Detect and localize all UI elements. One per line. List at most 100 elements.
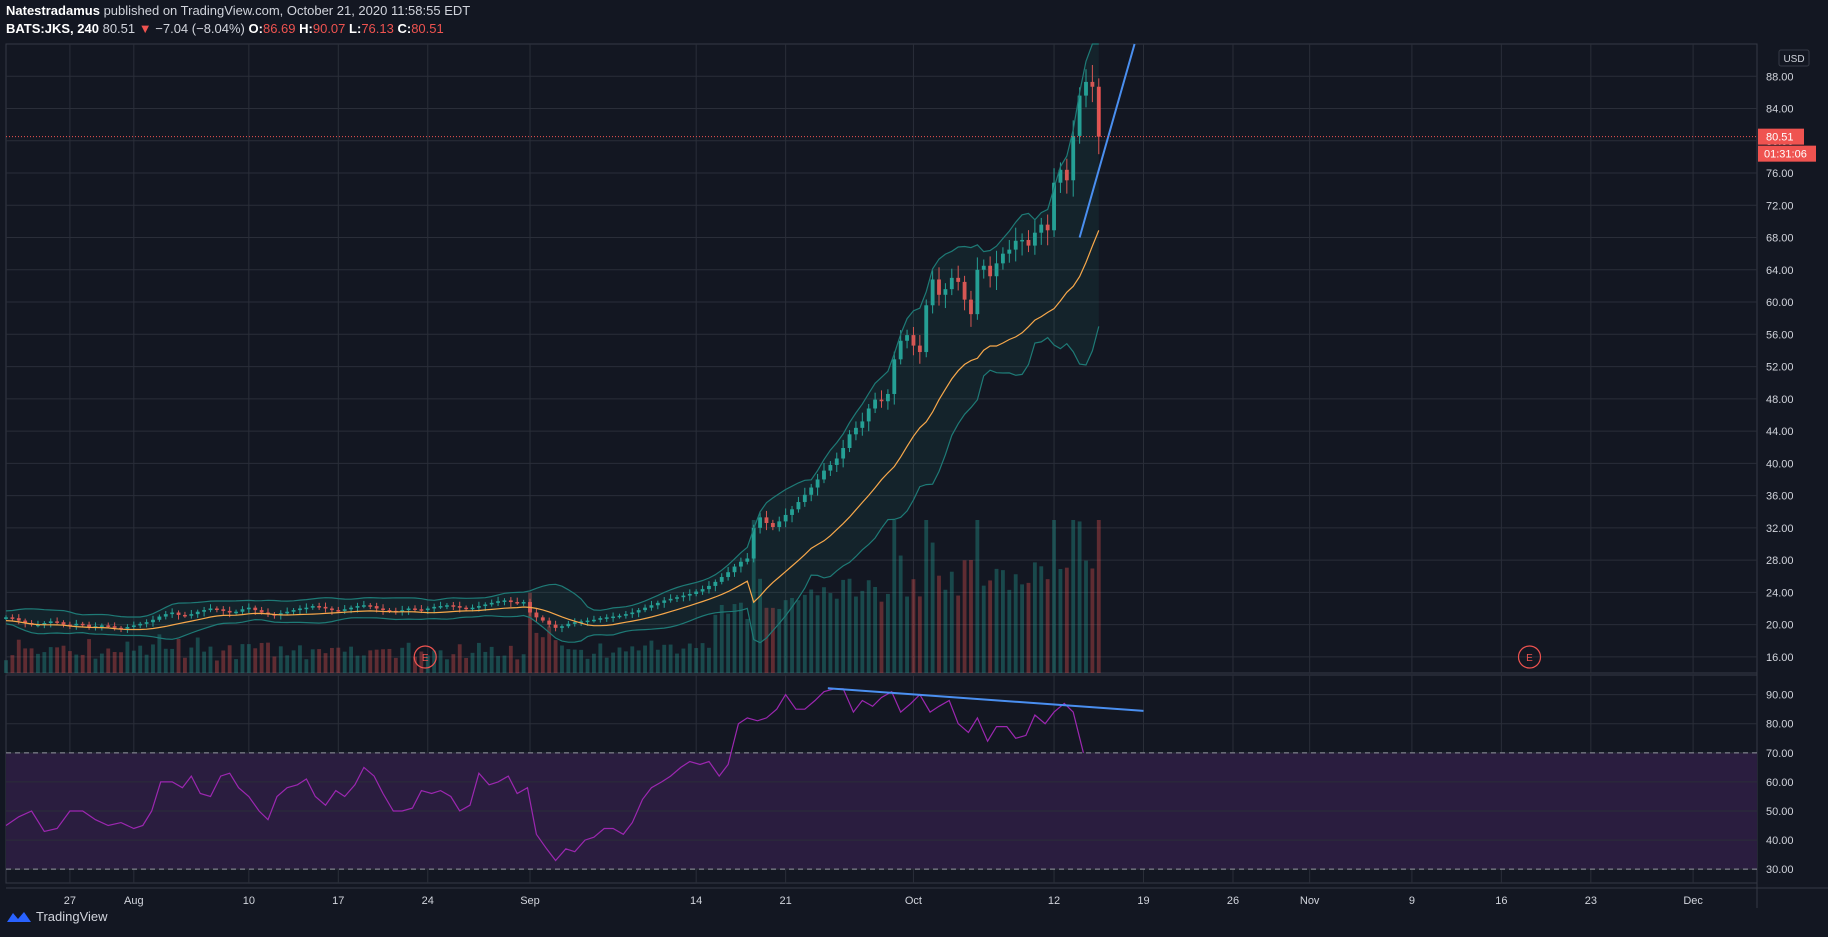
candle-body <box>425 608 430 611</box>
volume-bar <box>29 648 34 673</box>
candle-body <box>476 606 481 608</box>
candle-body <box>636 610 641 613</box>
candle-body <box>796 502 801 510</box>
bollinger-upper-line <box>5 43 1099 618</box>
volume-bar <box>400 647 405 673</box>
y-tick-label: 88.00 <box>1766 71 1794 83</box>
candle-body <box>157 616 162 620</box>
candle-body <box>585 620 590 623</box>
volume-bar <box>687 643 692 673</box>
volume-bar <box>368 650 373 673</box>
volume-bar <box>611 652 616 673</box>
footer: TradingView <box>6 909 108 924</box>
volume-bar <box>208 646 213 673</box>
y-tick-label: 32.00 <box>1766 523 1794 535</box>
volume-bar <box>623 651 628 673</box>
candle-body <box>1013 240 1018 250</box>
y-tick-label: 52.00 <box>1766 362 1794 374</box>
volume-bar <box>336 647 341 673</box>
volume-bar <box>783 600 788 673</box>
ohlc-line: BATS:JKS, 240 80.51 ▼ −7.04 (−8.04%) O:8… <box>6 21 470 37</box>
candle-body <box>1090 81 1095 87</box>
y-tick-label: 36.00 <box>1766 491 1794 503</box>
candle-body <box>221 609 226 611</box>
candle-body <box>323 606 328 609</box>
candle-body <box>617 615 622 618</box>
candle-body <box>649 605 654 608</box>
candle-body <box>623 614 628 616</box>
candle-body <box>502 600 507 602</box>
x-tick-label: 12 <box>1048 895 1060 907</box>
rsi-y-tick-label: 30.00 <box>1766 864 1794 876</box>
candle-body <box>732 566 737 573</box>
volume-bar <box>866 580 871 673</box>
volume-bar <box>393 657 398 673</box>
volume-bar <box>419 651 424 673</box>
candle-body <box>208 608 213 611</box>
candle-body <box>1039 224 1044 233</box>
brand-name[interactable]: TradingView <box>36 909 108 924</box>
candle-body <box>80 623 85 626</box>
volume-bar <box>649 640 654 673</box>
volume-bar <box>879 601 884 673</box>
candle-body <box>655 602 660 606</box>
candle-body <box>55 621 60 623</box>
candle-body <box>112 626 117 628</box>
volume-bar <box>361 655 366 673</box>
volume-bar <box>905 596 909 673</box>
volume-bar <box>796 600 801 673</box>
candle-body <box>802 494 807 503</box>
candle-body <box>138 623 143 626</box>
volume-bar <box>592 653 596 673</box>
volume-bar <box>163 648 168 673</box>
volume-bar <box>566 649 571 673</box>
candle-body <box>1020 239 1025 242</box>
earnings-marker-label: E <box>422 653 429 664</box>
volume-bar <box>1013 574 1018 673</box>
volume-bar <box>828 593 833 673</box>
candle-body <box>406 608 411 611</box>
candle-body <box>956 277 961 282</box>
candle-body <box>496 601 500 603</box>
volume-bar <box>266 642 270 673</box>
volume-bar <box>259 642 264 673</box>
volume-bar <box>413 656 417 673</box>
symbol-label: BATS:JKS, 240 <box>6 21 99 36</box>
candle-body <box>151 619 155 623</box>
candle-body <box>911 335 916 346</box>
low-label: L: <box>349 21 362 36</box>
candle-body <box>1045 224 1050 231</box>
candle-body <box>74 623 79 626</box>
volume-bar <box>349 646 354 673</box>
volume-bar <box>189 647 194 673</box>
candle-body <box>598 618 603 620</box>
volume-bar <box>1058 569 1063 673</box>
volume-bar <box>470 652 475 673</box>
candle-body <box>790 509 794 515</box>
candle-body <box>119 627 123 630</box>
volume-bar <box>738 602 743 673</box>
volume-bar <box>157 634 162 673</box>
volume-bar <box>662 644 667 673</box>
candle-body <box>1052 182 1056 231</box>
volume-bar <box>176 638 181 673</box>
volume-bar <box>809 589 814 673</box>
volume-bar <box>694 648 699 673</box>
candle-body <box>675 597 679 599</box>
volume-bar <box>643 645 647 673</box>
volume-bar <box>572 649 577 673</box>
volume-bar <box>457 644 462 673</box>
y-tick-label: 72.00 <box>1766 200 1794 212</box>
volume-bar <box>138 645 143 673</box>
tradingview-logo-icon <box>7 911 31 922</box>
volume-bar <box>700 643 705 673</box>
candle-body <box>381 608 385 611</box>
candle-body <box>751 527 756 559</box>
volume-bar <box>969 560 973 673</box>
volume-bar <box>496 655 500 673</box>
author-name[interactable]: Natestradamus <box>6 3 100 18</box>
candle-body <box>10 617 15 619</box>
volume-bar <box>1071 520 1076 673</box>
rsi-y-tick-label: 80.00 <box>1766 719 1794 731</box>
